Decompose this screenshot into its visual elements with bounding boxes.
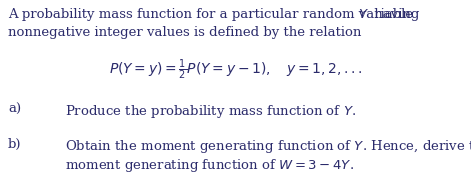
Text: b): b): [8, 138, 22, 151]
Text: having: having: [370, 8, 419, 21]
Text: A probability mass function for a particular random variable: A probability mass function for a partic…: [8, 8, 417, 21]
Text: a): a): [8, 103, 21, 116]
Text: $P(Y=y)=\frac{1}{2}P(Y=y-1), \quad y=1,2,...$: $P(Y=y)=\frac{1}{2}P(Y=y-1), \quad y=1,2…: [109, 58, 362, 82]
Text: $Y$: $Y$: [358, 8, 369, 21]
Text: nonnegative integer values is defined by the relation: nonnegative integer values is defined by…: [8, 26, 361, 39]
Text: moment generating function of $W=3-4Y$.: moment generating function of $W=3-4Y$.: [65, 157, 354, 174]
Text: Produce the probability mass function of $Y$.: Produce the probability mass function of…: [65, 103, 356, 120]
Text: Obtain the moment generating function of $Y$. Hence, derive the: Obtain the moment generating function of…: [65, 138, 471, 155]
